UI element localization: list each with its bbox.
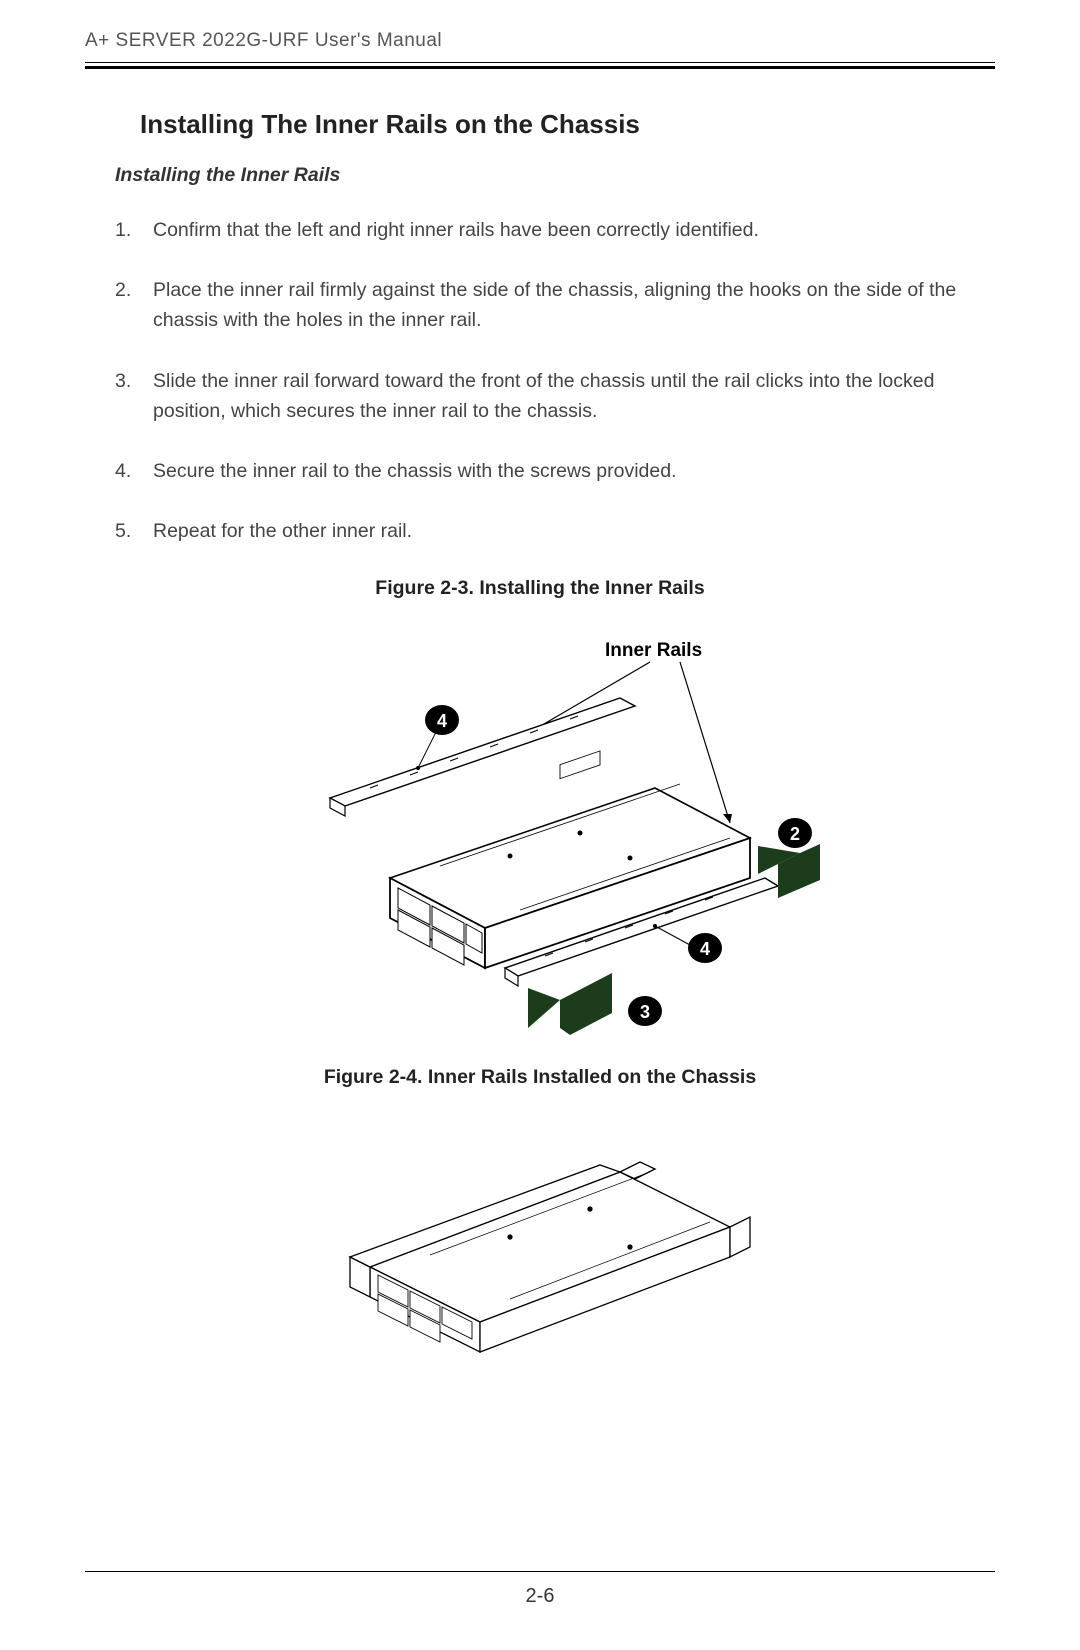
svg-text:2: 2 xyxy=(790,824,800,844)
step-number: 1. xyxy=(115,215,153,245)
section-subtitle: Installing the Inner Rails xyxy=(115,164,995,187)
step-number: 3. xyxy=(115,366,153,426)
step: 4. Secure the inner rail to the chassis … xyxy=(115,456,985,486)
figure-1-svg: Inner Rails xyxy=(260,628,820,1048)
svg-text:4: 4 xyxy=(700,939,710,959)
manual-page: A+ SERVER 2022G-URF User's Manual Instal… xyxy=(0,0,1080,1650)
step-text: Secure the inner rail to the chassis wit… xyxy=(153,456,985,486)
footer-rule xyxy=(85,1571,995,1572)
upper-rail xyxy=(330,698,635,816)
svg-text:3: 3 xyxy=(640,1002,650,1022)
step: 3. Slide the inner rail forward toward t… xyxy=(115,366,985,426)
callout-3: 3 xyxy=(628,996,662,1026)
step: 1. Confirm that the left and right inner… xyxy=(115,215,985,245)
step-text: Confirm that the left and right inner ra… xyxy=(153,215,985,245)
arrow-3 xyxy=(528,973,612,1035)
step-text: Slide the inner rail forward toward the … xyxy=(153,366,985,426)
step-number: 2. xyxy=(115,275,153,335)
step: 5. Repeat for the other inner rail. xyxy=(115,516,985,546)
inner-rails-label: Inner Rails xyxy=(605,640,702,661)
install-steps: 1. Confirm that the left and right inner… xyxy=(115,215,985,547)
figure-2-svg xyxy=(310,1117,770,1357)
step-text: Place the inner rail firmly against the … xyxy=(153,275,985,335)
callout-4-lower: 4 xyxy=(688,933,722,963)
step-text: Repeat for the other inner rail. xyxy=(153,516,985,546)
header-rule xyxy=(85,62,995,69)
step-number: 4. xyxy=(115,456,153,486)
step: 2. Place the inner rail firmly against t… xyxy=(115,275,985,335)
figure-caption-1: Figure 2-3. Installing the Inner Rails xyxy=(85,577,995,600)
figure-1: Inner Rails xyxy=(85,628,995,1048)
callout-2: 2 xyxy=(778,818,812,848)
figure-caption-2: Figure 2-4. Inner Rails Installed on the… xyxy=(85,1066,995,1089)
chassis-installed xyxy=(350,1162,750,1352)
page-number: 2-6 xyxy=(0,1585,1080,1608)
callout-4-upper: 4 xyxy=(425,705,459,735)
section-title: Installing The Inner Rails on the Chassi… xyxy=(140,109,995,140)
running-head: A+ SERVER 2022G-URF User's Manual xyxy=(85,30,995,62)
figure-2 xyxy=(85,1117,995,1357)
svg-text:4: 4 xyxy=(437,711,447,731)
step-number: 5. xyxy=(115,516,153,546)
